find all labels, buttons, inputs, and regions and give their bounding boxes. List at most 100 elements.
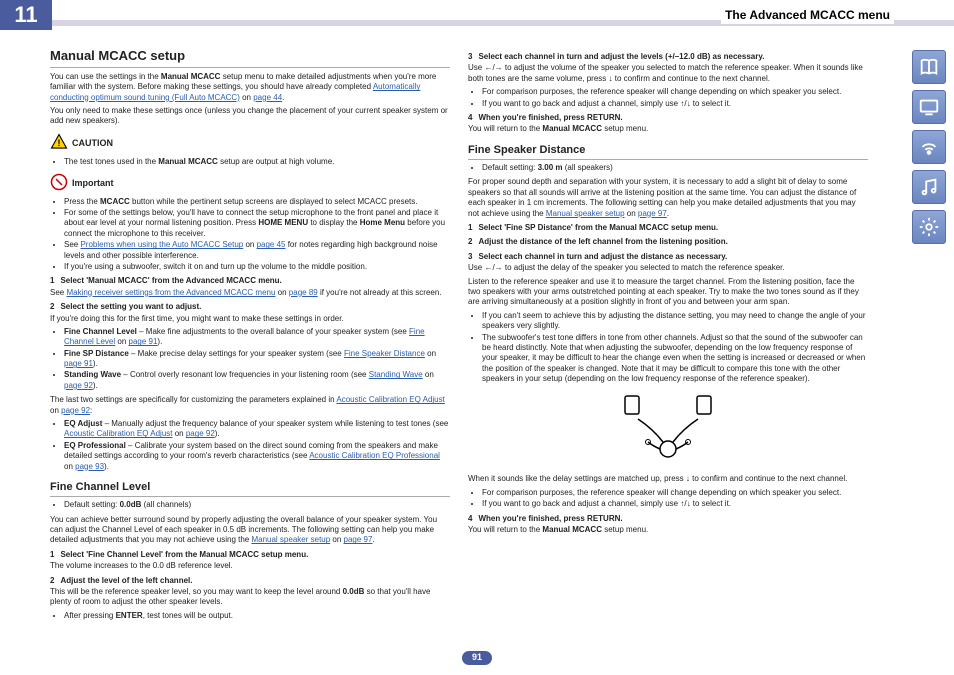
text: setup are output at high volume. bbox=[218, 157, 335, 166]
text: on bbox=[64, 462, 75, 471]
text: on bbox=[423, 370, 434, 379]
step-title: When you're finished, press RETURN. bbox=[478, 113, 622, 122]
text: ). bbox=[93, 381, 98, 390]
text: – Manually adjust the frequency balance … bbox=[102, 419, 448, 428]
link-problems[interactable]: Problems when using the Auto MCACC Setup bbox=[80, 240, 243, 249]
list-item: For some of the settings below, you'll h… bbox=[64, 208, 450, 239]
list-item: For comparison purposes, the reference s… bbox=[482, 488, 868, 498]
fsd-default-list: Default setting: 3.00 m (all speakers) bbox=[468, 163, 868, 173]
text: See bbox=[50, 288, 66, 297]
important-header: Important bbox=[50, 173, 450, 195]
nav-wireless-icon[interactable] bbox=[912, 130, 946, 164]
link-eqp-page[interactable]: page 93 bbox=[75, 462, 104, 471]
content-columns: Manual MCACC setup You can use the setti… bbox=[0, 48, 954, 625]
caution-item: The test tones used in the Manual MCACC … bbox=[64, 157, 450, 167]
text: . bbox=[667, 209, 669, 218]
link-manual-speaker-2[interactable]: Manual speaker setup bbox=[546, 209, 625, 218]
link-page-97[interactable]: page 97 bbox=[344, 535, 373, 544]
fcl-step-3: 3 Select each channel in turn and adjust … bbox=[468, 52, 868, 62]
heading-manual-mcacc: Manual MCACC setup bbox=[50, 48, 450, 68]
link-page-44[interactable]: page 44 bbox=[253, 93, 282, 102]
link-sw[interactable]: Standing Wave bbox=[369, 370, 423, 379]
text: Press the bbox=[64, 197, 100, 206]
eq-list: EQ Adjust – Manually adjust the frequenc… bbox=[50, 419, 450, 472]
link-sw-page[interactable]: page 92 bbox=[64, 381, 93, 390]
text: – Control overly resonant low frequencie… bbox=[121, 370, 369, 379]
link-page-92[interactable]: page 92 bbox=[61, 406, 90, 415]
step-number: 3 bbox=[468, 252, 472, 261]
text: See bbox=[64, 240, 80, 249]
text: (all speakers) bbox=[563, 163, 613, 172]
chapter-number: 11 bbox=[0, 0, 52, 30]
text: on bbox=[625, 209, 638, 218]
text: on bbox=[425, 349, 436, 358]
link-fsp[interactable]: Fine Speaker Distance bbox=[344, 349, 425, 358]
text-bold: ENTER bbox=[116, 611, 143, 620]
text: The test tones used in the bbox=[64, 157, 158, 166]
link-fsp-page[interactable]: page 91 bbox=[64, 359, 93, 368]
fsd-step-3-sub2: Listen to the reference speaker and use … bbox=[468, 277, 868, 308]
text: This will be the reference speaker level… bbox=[50, 587, 343, 596]
step-1: 1Select 'Manual MCACC' from the Advanced… bbox=[50, 276, 450, 286]
step-number: 3 bbox=[468, 52, 472, 61]
step-title: Select each channel in turn and adjust t… bbox=[478, 52, 764, 61]
link-page-89[interactable]: page 89 bbox=[289, 288, 318, 297]
text: You can use the settings in the bbox=[50, 72, 161, 81]
page-number: 91 bbox=[462, 651, 492, 665]
step-number: 2 bbox=[50, 576, 54, 585]
text: The last two settings are specifically f… bbox=[50, 395, 336, 404]
nav-tv-icon[interactable] bbox=[912, 90, 946, 124]
link-fcl-page[interactable]: page 91 bbox=[129, 337, 158, 346]
link-receiver-settings[interactable]: Making receiver settings from the Advanc… bbox=[66, 288, 275, 297]
text: ). bbox=[93, 359, 98, 368]
link-eqp[interactable]: Acoustic Calibration EQ Professional bbox=[309, 451, 440, 460]
nav-book-icon[interactable] bbox=[912, 50, 946, 84]
nav-music-icon[interactable] bbox=[912, 170, 946, 204]
step-title: Select 'Manual MCACC' from the Advanced … bbox=[60, 276, 281, 285]
text: ). bbox=[104, 462, 109, 471]
step-number: 4 bbox=[468, 113, 472, 122]
right-column: 3 Select each channel in turn and adjust … bbox=[468, 48, 868, 625]
text: on bbox=[243, 240, 256, 249]
text: button while the pertinent setup screens… bbox=[130, 197, 418, 206]
text: You will return to the bbox=[468, 525, 542, 534]
fcl-intro: You can achieve better surround sound by… bbox=[50, 515, 450, 546]
text: on bbox=[115, 337, 128, 346]
step-title: Adjust the level of the left channel. bbox=[60, 576, 192, 585]
header-title: The Advanced MCACC menu bbox=[721, 8, 894, 24]
text: on bbox=[173, 429, 186, 438]
link-manual-speaker[interactable]: Manual speaker setup bbox=[251, 535, 330, 544]
sidebar-nav bbox=[912, 50, 948, 244]
list-item: See Problems when using the Auto MCACC S… bbox=[64, 240, 450, 261]
link-eqa[interactable]: Acoustic Calibration EQ Adjust bbox=[64, 429, 173, 438]
fcl-step-3-list: For comparison purposes, the reference s… bbox=[468, 87, 868, 109]
text: You will return to the bbox=[468, 124, 542, 133]
step-number: 1 bbox=[468, 223, 472, 232]
list-item: If you're using a subwoofer, switch it o… bbox=[64, 262, 450, 272]
last-two-note: The last two settings are specifically f… bbox=[50, 395, 450, 416]
list-item: The subwoofer's test tone differs in ton… bbox=[482, 333, 868, 385]
text-bold: EQ Professional bbox=[64, 441, 126, 450]
fsd-intro: For proper sound depth and separation wi… bbox=[468, 177, 868, 219]
text-bold: Home Menu bbox=[360, 218, 405, 227]
step-number: 1 bbox=[50, 550, 54, 559]
list-item: If you want to go back and adjust a chan… bbox=[482, 99, 868, 109]
caution-list: The test tones used in the Manual MCACC … bbox=[50, 157, 450, 167]
text: : bbox=[90, 406, 92, 415]
link-page-45[interactable]: page 45 bbox=[257, 240, 286, 249]
link-ace[interactable]: Acoustic Calibration EQ Adjust bbox=[336, 395, 445, 404]
list-item: Standing Wave – Control overly resonant … bbox=[64, 370, 450, 391]
link-page-97-2[interactable]: page 97 bbox=[638, 209, 667, 218]
text: , test tones will be output. bbox=[143, 611, 233, 620]
text: Default setting: bbox=[482, 163, 538, 172]
text: on bbox=[275, 288, 288, 297]
link-eqa-page[interactable]: page 92 bbox=[186, 429, 215, 438]
list-item: If you want to go back and adjust a chan… bbox=[482, 499, 868, 509]
nav-settings-icon[interactable] bbox=[912, 210, 946, 244]
text: on bbox=[50, 406, 61, 415]
fcl-step-1: 1Select 'Fine Channel Level' from the Ma… bbox=[50, 550, 450, 560]
settings-list: Fine Channel Level – Make fine adjustmen… bbox=[50, 327, 450, 391]
text: to display the bbox=[308, 218, 360, 227]
fsd-after-list: For comparison purposes, the reference s… bbox=[468, 488, 868, 510]
fsd-step-4-sub: You will return to the Manual MCACC setu… bbox=[468, 525, 868, 535]
